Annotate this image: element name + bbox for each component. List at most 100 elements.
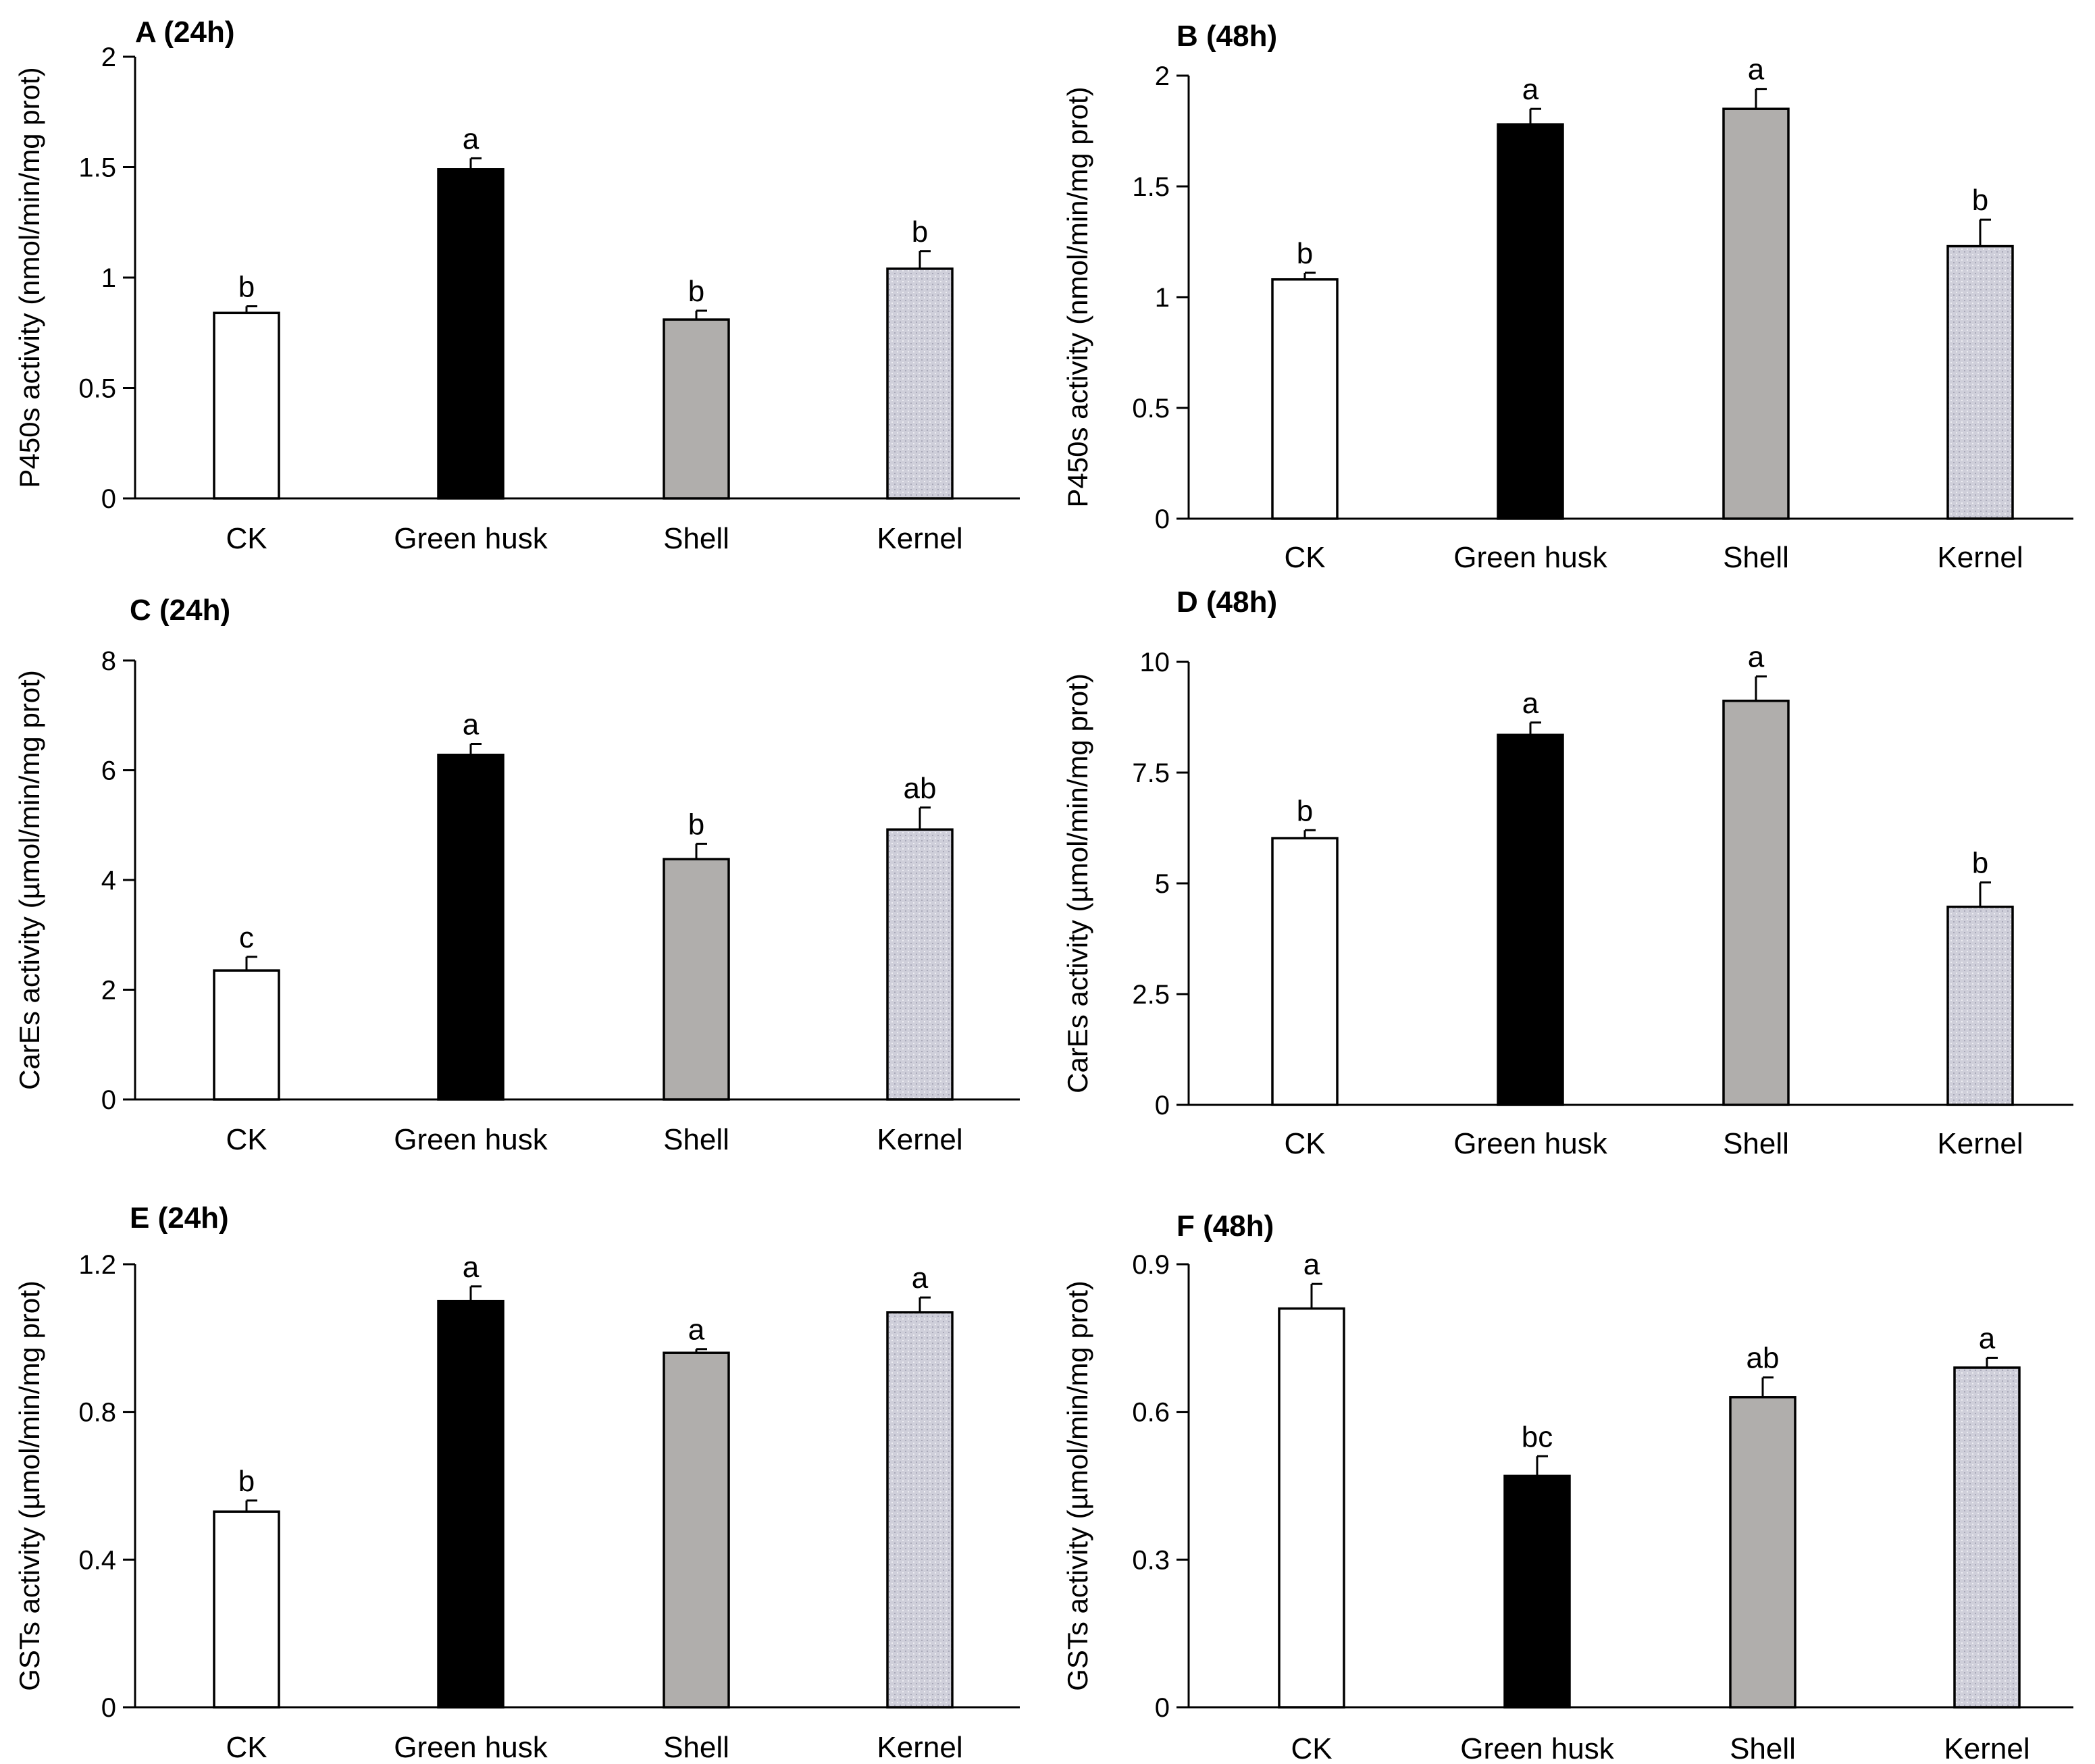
significance-letter: b — [912, 215, 928, 249]
significance-letter: a — [463, 1251, 480, 1284]
y-axis-label: P450s activity (nmol/min/mg prot) — [1062, 86, 1093, 507]
bar-shell — [663, 1351, 730, 1709]
significance-letter: a — [463, 708, 480, 742]
y-tick-label: 1.2 — [78, 1250, 116, 1280]
chart-panel-d: D (48h) CarEs activity (µmol/min/mg prot)… — [1062, 586, 2073, 1160]
significance-letter: a — [463, 122, 480, 155]
y-tick-label: 0.5 — [1132, 394, 1170, 423]
panel-title: B (48h) — [1176, 20, 1277, 53]
y-tick-label: 0.8 — [78, 1398, 116, 1428]
bar-kernel — [1946, 244, 2014, 520]
x-category-label: Kernel — [877, 1731, 962, 1764]
bar-shell — [663, 858, 730, 1101]
x-category-label: Kernel — [1937, 1127, 2023, 1160]
y-tick-label: 0 — [101, 1085, 116, 1115]
bar-shell — [1722, 699, 1790, 1106]
x-category-label: Green husk — [1453, 1127, 1607, 1160]
significance-letter: a — [1979, 1322, 1996, 1355]
bar-green-husk — [1497, 733, 1564, 1106]
bar-ck — [213, 311, 280, 500]
x-category-label: Shell — [1723, 1127, 1789, 1160]
significance-letter: b — [238, 1465, 255, 1498]
x-category-label: Green husk — [394, 522, 548, 555]
y-tick-label: 1.5 — [78, 153, 116, 183]
panel-title: D (48h) — [1176, 586, 1277, 619]
x-category-label: Shell — [1730, 1732, 1796, 1764]
chart-panel-e: E (24h) GSTs activity (µmol/min/mg prot) 0… — [14, 1201, 1020, 1764]
bar-shell — [663, 318, 730, 500]
significance-letter: b — [688, 808, 704, 841]
y-tick-label: 0 — [101, 1693, 116, 1723]
significance-letter: b — [1972, 847, 1988, 880]
bar-kernel — [1946, 906, 2014, 1106]
significance-letter: b — [1297, 794, 1313, 827]
bar-green-husk — [437, 754, 505, 1101]
panel-title: F (48h) — [1176, 1210, 1274, 1243]
significance-letter: b — [688, 275, 704, 308]
y-tick-label: 0.3 — [1132, 1545, 1170, 1575]
significance-letter: a — [1522, 73, 1539, 106]
y-axis-label: CarEs activity (µmol/min/mg prot) — [14, 670, 45, 1090]
y-tick-label: 1 — [1155, 283, 1170, 313]
bar-kernel — [886, 828, 954, 1101]
x-category-label: CK — [1284, 1127, 1325, 1160]
significance-letter: b — [1972, 184, 1988, 217]
significance-letter: b — [238, 271, 255, 304]
y-tick-label: 8 — [101, 646, 116, 676]
panel-title: C (24h) — [130, 594, 230, 627]
bar-kernel — [1953, 1366, 2021, 1709]
x-category-label: CK — [226, 522, 267, 555]
bar-ck — [1271, 278, 1339, 520]
bar-green-husk — [437, 1299, 505, 1709]
x-category-label: Green husk — [394, 1123, 548, 1156]
bar-green-husk — [437, 168, 505, 500]
y-tick-label: 5 — [1155, 869, 1170, 899]
y-tick-label: 10 — [1140, 648, 1170, 677]
y-tick-label: 4 — [101, 866, 116, 896]
chart-panel-f: F (48h) GSTs activity (µmol/min/mg prot) 0… — [1062, 1210, 2073, 1764]
x-category-label: Shell — [663, 522, 729, 555]
y-tick-label: 2 — [1155, 61, 1170, 91]
y-axis-label: CarEs activity (µmol/min/mg prot) — [1062, 673, 1093, 1093]
significance-letter: b — [1297, 237, 1313, 270]
bar-kernel — [886, 267, 954, 500]
y-axis-label: GSTs activity (µmol/min/mg prot) — [1062, 1280, 1093, 1691]
x-category-label: CK — [226, 1731, 267, 1764]
panel-title: A (24h) — [135, 16, 235, 49]
x-category-label: Kernel — [1944, 1732, 2029, 1764]
x-category-label: Green husk — [394, 1731, 548, 1764]
y-axis-label: P450s activity (nmol/min/mg prot) — [14, 67, 45, 488]
x-category-label: CK — [1284, 541, 1325, 574]
significance-letter: a — [1748, 641, 1765, 674]
y-tick-label: 0.9 — [1132, 1250, 1170, 1280]
bar-ck — [1271, 837, 1339, 1106]
y-tick-label: 0.5 — [78, 374, 116, 404]
significance-letter: c — [239, 921, 254, 954]
bar-kernel — [886, 1311, 954, 1709]
y-tick-label: 2 — [101, 43, 116, 72]
x-category-label: Shell — [1723, 541, 1789, 574]
y-tick-label: 0 — [101, 484, 116, 514]
y-tick-label: 0.4 — [78, 1545, 116, 1575]
x-category-label: CK — [226, 1123, 267, 1156]
y-tick-label: 1.5 — [1132, 172, 1170, 202]
significance-letter: a — [1748, 53, 1765, 86]
y-tick-label: 2.5 — [1132, 980, 1170, 1010]
x-category-label: Kernel — [877, 522, 962, 555]
y-tick-label: 6 — [101, 756, 116, 786]
bar-shell — [1729, 1396, 1796, 1709]
significance-letter: a — [912, 1262, 929, 1295]
x-category-label: Green husk — [1453, 541, 1607, 574]
chart-panel-c: C (24h) CarEs activity (µmol/min/mg prot)… — [14, 594, 1020, 1156]
significance-letter: a — [1303, 1248, 1320, 1281]
y-tick-label: 0.6 — [1132, 1398, 1170, 1428]
bar-green-husk — [1497, 123, 1564, 520]
bar-shell — [1722, 107, 1790, 520]
y-tick-label: 2 — [101, 976, 116, 1006]
chart-panel-a: A (24h) P450s activity (nmol/min/mg prot)… — [14, 16, 1020, 555]
significance-letter: ab — [1747, 1342, 1780, 1375]
bar-ck — [1278, 1307, 1345, 1709]
significance-letter: bc — [1522, 1420, 1553, 1453]
significance-letter: ab — [904, 772, 937, 805]
